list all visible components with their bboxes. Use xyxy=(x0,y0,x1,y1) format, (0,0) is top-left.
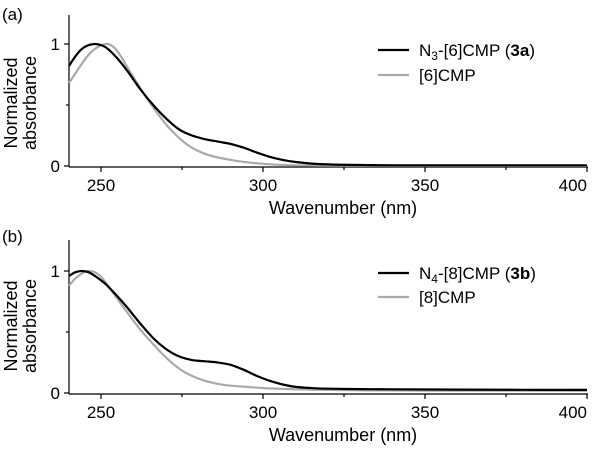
panel-a-series-gray-line xyxy=(68,42,587,168)
panel-a-legend: N3-[6]CMP (3a) [6]CMP xyxy=(378,41,535,85)
panel-a-legend-label-gray: [6]CMP xyxy=(419,66,476,85)
panel-b-y-axis: 1 0 xyxy=(51,240,70,403)
panel-b-legend: N4-[8]CMP (3b) [8]CMP xyxy=(378,264,536,307)
panel-a-series xyxy=(68,42,587,168)
panel-a-ylabel-line2: absorbance xyxy=(20,56,40,150)
panel-a-ytick-label-0: 0 xyxy=(51,157,60,176)
panel-b-legend-label-gray: [8]CMP xyxy=(419,288,476,307)
panel-a-label: (a) xyxy=(2,5,23,24)
panel-a-legend-label-black: N3-[6]CMP (3a) xyxy=(419,41,535,63)
panel-b-series xyxy=(68,269,588,392)
panel-a-ytick-label-1: 1 xyxy=(51,35,60,54)
panel-b-ytick-label-0: 0 xyxy=(51,384,60,403)
panel-a: (a) Normalized absorbance 1 0 250 300 35… xyxy=(1,5,588,218)
panel-a-xtick-label-250: 250 xyxy=(87,176,115,195)
panel-a-xtick-label-300: 300 xyxy=(249,176,277,195)
panel-a-xtick-label-400: 400 xyxy=(559,176,587,195)
panel-a-xlabel: Wavenumber (nm) xyxy=(269,198,417,218)
panel-b-ylabel-line2: absorbance xyxy=(20,279,40,373)
panel-a-y-axis: 1 0 xyxy=(51,15,70,176)
panel-a-ylabel-line1: Normalized xyxy=(1,57,21,148)
panel-b-xtick-label-250: 250 xyxy=(87,403,115,422)
panel-a-series-black-line xyxy=(68,42,587,167)
panel-b-ylabel-line1: Normalized xyxy=(1,280,21,371)
panel-b-label: (b) xyxy=(2,227,23,246)
panel-b-xtick-label-400: 400 xyxy=(559,403,587,422)
panel-a-xtick-label-350: 350 xyxy=(411,176,439,195)
panel-b-x-axis: 250 300 350 400 Wavenumber (nm) xyxy=(69,393,588,445)
panel-b-legend-label-black: N4-[8]CMP (3b) xyxy=(419,264,536,286)
panel-b-series-black-line xyxy=(68,269,588,391)
panel-b-xlabel: Wavenumber (nm) xyxy=(269,425,417,445)
panel-b-xtick-label-300: 300 xyxy=(249,403,277,422)
panel-b-ytick-label-1: 1 xyxy=(51,262,60,281)
panel-b: (b) Normalized absorbance 1 0 250 300 35… xyxy=(1,227,588,445)
panel-b-series-gray-line xyxy=(68,269,588,392)
panel-b-xtick-label-350: 350 xyxy=(411,403,439,422)
panel-a-x-axis: 250 300 350 400 Wavenumber (nm) xyxy=(69,166,588,218)
